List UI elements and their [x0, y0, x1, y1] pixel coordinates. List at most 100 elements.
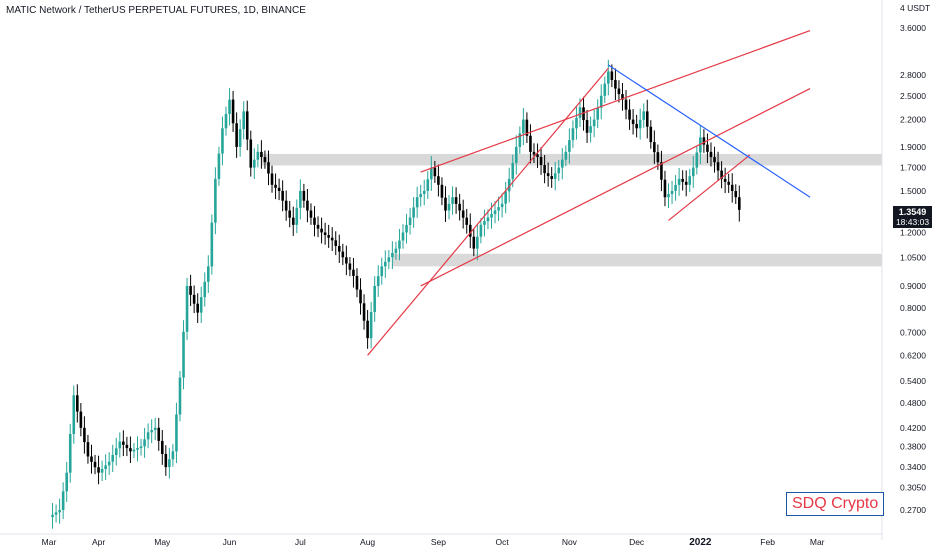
- candle-body: [681, 178, 684, 182]
- price-tick-label: 0.2700: [900, 505, 926, 515]
- candle-body: [168, 459, 171, 468]
- candle-body: [146, 432, 150, 440]
- candle-body: [291, 217, 295, 225]
- trendline-blue-5[interactable]: [607, 64, 811, 198]
- candle-body: [603, 83, 607, 96]
- candle-body: [79, 411, 83, 428]
- candle-body: [614, 80, 617, 89]
- sr-zone-2[interactable]: [392, 253, 882, 267]
- candle-body: [299, 190, 302, 208]
- candle-body: [182, 331, 185, 378]
- candle-body: [709, 151, 713, 158]
- price-tick-label: 0.4800: [900, 398, 926, 408]
- candle-body: [401, 232, 405, 241]
- candle-body: [284, 200, 288, 211]
- candle-body: [288, 210, 292, 218]
- candle-body: [430, 167, 433, 180]
- candle-body: [702, 137, 706, 145]
- candle-body: [447, 203, 451, 211]
- time-axis[interactable]: Mar Apr May Jun Jul Aug Sep Oct Nov Dec 2022 Feb Mar: [0, 533, 882, 548]
- candle-body: [723, 178, 727, 182]
- candle-body: [653, 142, 656, 153]
- trendline-red-4[interactable]: [668, 154, 751, 221]
- candle-body: [270, 173, 274, 185]
- candle-body: [493, 210, 497, 215]
- candle-body: [238, 129, 242, 147]
- candle-body: [253, 159, 256, 168]
- candle-body: [249, 139, 253, 168]
- candle-body: [663, 179, 667, 198]
- trendline-red-2[interactable]: [420, 30, 811, 173]
- sr-zone-1[interactable]: [261, 153, 882, 166]
- candle-body: [256, 151, 260, 160]
- candle-body: [132, 449, 136, 452]
- candle-body: [578, 107, 582, 118]
- candle-body: [415, 197, 419, 208]
- time-tick-label: Dec: [629, 537, 645, 547]
- price-tick-label: 0.9000: [900, 281, 926, 291]
- candle-body: [359, 289, 362, 304]
- candle-body: [203, 281, 207, 298]
- candle-body: [153, 427, 157, 431]
- candle-body: [564, 151, 568, 160]
- candle-body: [617, 88, 621, 95]
- candle-body: [320, 228, 323, 233]
- candle-body: [645, 111, 649, 127]
- candle-body: [458, 203, 461, 211]
- candle-body: [143, 439, 146, 447]
- price-axis[interactable]: 4 USDT 3.6000 2.8000 2.5000 2.2000 1.9000 1.70…: [881, 0, 930, 540]
- candle-body: [461, 210, 465, 218]
- candle-body: [738, 197, 741, 210]
- candle-body: [384, 261, 387, 267]
- candle-body: [221, 128, 224, 154]
- candle-body: [550, 176, 553, 179]
- candle-body: [514, 146, 518, 163]
- candle-body: [529, 135, 532, 152]
- candle-body: [58, 510, 61, 513]
- candle-body: [129, 448, 132, 452]
- candle-body: [684, 181, 688, 185]
- time-tick-label: May: [154, 537, 171, 547]
- candle-body: [189, 285, 192, 295]
- candle-body: [125, 444, 129, 449]
- price-tick-label: 0.3800: [900, 441, 926, 451]
- candle-body: [76, 395, 79, 412]
- trendline-red-1[interactable]: [367, 67, 609, 356]
- candle-body: [192, 294, 196, 304]
- candle-body: [61, 491, 65, 510]
- candle-body: [210, 222, 214, 267]
- trendline-red-3[interactable]: [420, 88, 811, 287]
- candle-body: [539, 156, 543, 166]
- candle-body: [316, 224, 320, 229]
- candle-body: [592, 119, 596, 127]
- candle-body: [274, 184, 277, 188]
- candle-body: [398, 240, 401, 249]
- candle-body: [543, 165, 546, 174]
- candle-body: [631, 119, 635, 124]
- candle-body: [178, 377, 182, 415]
- candle-body: [713, 157, 716, 163]
- time-tick-label: Aug: [360, 537, 375, 547]
- candle-body: [691, 167, 695, 177]
- candle-body: [642, 111, 646, 120]
- chart-title: MATIC Network / TetherUS PERPETUAL FUTUR…: [6, 5, 306, 16]
- candle-body: [454, 197, 458, 204]
- candle-body: [306, 200, 309, 211]
- candle-body: [472, 236, 476, 249]
- candle-body: [422, 190, 426, 195]
- price-tick-label: 2.2000: [900, 115, 926, 125]
- candle-body: [295, 207, 299, 225]
- time-tick-label: Feb: [760, 537, 775, 547]
- candle-body: [175, 414, 178, 452]
- candle-body: [536, 154, 539, 157]
- candle-body: [341, 251, 345, 258]
- price-tick-label: 1.7000: [900, 163, 926, 173]
- candle-body: [688, 176, 692, 185]
- candle-body: [309, 210, 313, 218]
- candle-body: [437, 176, 440, 185]
- candle-body: [716, 162, 720, 171]
- candle-body: [118, 441, 122, 449]
- candle-body: [245, 111, 249, 140]
- candle-body: [500, 203, 504, 208]
